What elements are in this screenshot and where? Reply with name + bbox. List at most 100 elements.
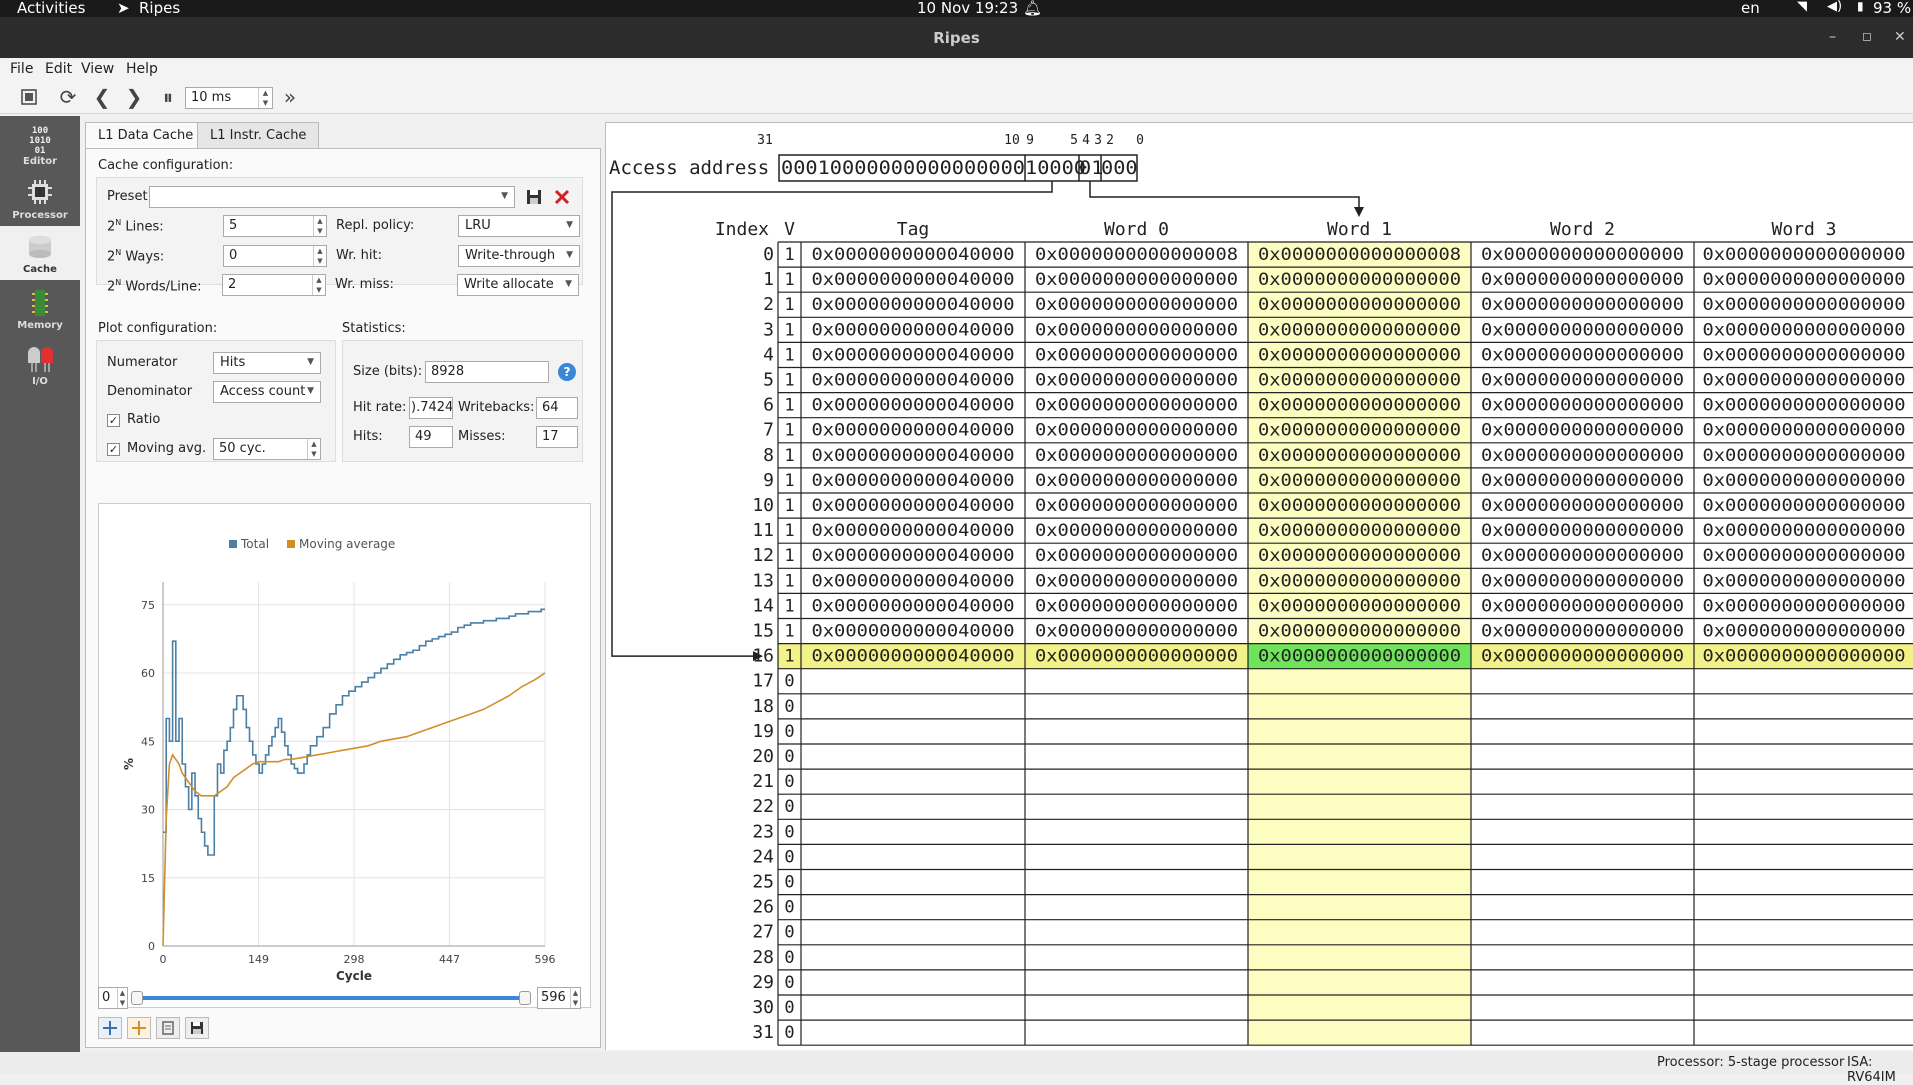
row-tag-value: 0x0000000000040000 — [812, 622, 1015, 642]
range-max-spinbox[interactable]: 596 ▲ ▼ — [537, 987, 581, 1009]
row-word-1-value: 0x0000000000000000 — [1258, 446, 1461, 466]
step-forward-icon[interactable]: ❯ — [125, 85, 143, 109]
words-pow-base: 2 — [107, 279, 116, 295]
tab-l1-instr-cache[interactable]: L1 Instr. Cache — [197, 122, 320, 148]
wr-miss-combo[interactable]: Write allocate ▼ — [457, 274, 579, 296]
menu-view[interactable]: View — [81, 61, 115, 77]
wifi-icon[interactable]: ◥ — [1797, 0, 1807, 14]
speed-spinbox[interactable]: 10 ms ▲ ▼ — [185, 87, 273, 109]
repl-policy-combo[interactable]: LRU ▼ — [458, 215, 580, 237]
row-word-3-value: 0x0000000000000000 — [1703, 647, 1906, 667]
moving-avg-checkbox[interactable]: ✓ — [107, 443, 120, 456]
system-top-bar: Activities ➤ Ripes 10 Nov 19:23 🔔︎ en ◥ … — [0, 0, 1913, 17]
numerator-combo[interactable]: Hits ▼ — [213, 352, 321, 374]
row-valid-bit: 1 — [784, 647, 794, 667]
row-word-1-value: 0x0000000000000008 — [1258, 245, 1461, 265]
row-valid-bit: 1 — [784, 371, 794, 391]
tab-l1-data-cache[interactable]: L1 Data Cache — [85, 122, 207, 148]
step-back-icon[interactable]: ❮ — [93, 85, 111, 109]
row-word-1-value: 0x0000000000000000 — [1258, 546, 1461, 566]
misses-field[interactable]: 17 — [536, 426, 578, 448]
size-field[interactable]: 8928 — [425, 361, 549, 383]
range-min-spinbox[interactable]: 0 ▲ ▼ — [98, 987, 128, 1009]
words-value: 2 — [228, 277, 237, 292]
row-index: 15 — [752, 621, 774, 642]
sidebar-item-io[interactable]: I/O — [0, 338, 80, 392]
row-valid-bit: 0 — [784, 1023, 794, 1043]
hits-field[interactable]: 49 — [409, 426, 453, 448]
writebacks-field[interactable]: 64 — [536, 397, 578, 419]
row-word-1-value: 0x0000000000000000 — [1258, 396, 1461, 416]
battery-icon[interactable]: ▮ — [1857, 0, 1864, 13]
denominator-combo[interactable]: Access count ▼ — [213, 381, 321, 403]
row-tag-value: 0x0000000000040000 — [812, 521, 1015, 541]
minimize-button[interactable]: – — [1829, 29, 1836, 45]
app-menu-label[interactable]: Ripes — [139, 0, 181, 17]
maximize-button[interactable]: ◻ — [1862, 29, 1872, 43]
moving-avg-spinbox[interactable]: 50 cyc. ▲ ▼ — [213, 438, 321, 460]
sidebar-item-memory[interactable]: Memory — [0, 282, 80, 336]
crosshair-blue-icon[interactable] — [98, 1017, 122, 1039]
menu-file[interactable]: File — [10, 61, 34, 77]
clock[interactable]: 10 Nov 19:23 — [917, 0, 1019, 17]
close-window-button[interactable]: ✕ — [1894, 29, 1906, 45]
activities-button[interactable]: Activities — [17, 0, 86, 17]
row-word-3-value: 0x0000000000000000 — [1703, 571, 1906, 591]
save-plot-icon[interactable] — [185, 1017, 209, 1039]
bell-icon[interactable]: 🔔︎ — [1023, 0, 1043, 17]
index-arrow-line — [611, 181, 1053, 657]
sidebar-label-cache: Cache — [23, 264, 57, 275]
status-bar: Processor: 5-stage processor ISA: RV64IM — [0, 1052, 1913, 1085]
hit-rate-field[interactable]: ).7424 — [409, 397, 453, 419]
pause-icon[interactable]: ⏸︎ — [163, 85, 173, 109]
language-indicator[interactable]: en — [1741, 0, 1760, 17]
menu-edit[interactable]: Edit — [45, 61, 73, 77]
delete-preset-icon[interactable] — [550, 186, 574, 208]
numerator-label: Numerator — [107, 355, 178, 370]
bit-position-label: 10 — [1004, 133, 1020, 148]
app-menu-icon[interactable]: ➤ — [117, 0, 130, 17]
lines-spinbox[interactable]: 5 ▲ ▼ — [223, 215, 327, 237]
range-slider-left-handle[interactable] — [131, 991, 143, 1005]
lines-label: 2N Lines: — [107, 218, 164, 234]
cache-config-group: Preset: ▼ 2N Lines: 5 ▲ ▼ 2N Ways: 0 ▲ ▼ 2N … — [96, 177, 583, 294]
range-max-arrows[interactable]: ▲ ▼ — [570, 988, 580, 1008]
cache-line-row: 1 1 0x0000000000040000 0x0000000000000000 0x… — [763, 269, 1905, 290]
range-slider-track[interactable] — [136, 996, 526, 1000]
row-word-3-value: 0x0000000000000000 — [1703, 521, 1906, 541]
help-icon[interactable]: ? — [555, 361, 579, 383]
row-word-2-value: 0x0000000000000000 — [1481, 521, 1684, 541]
hit-rate-value: ).7424 — [411, 400, 453, 415]
copy-data-icon[interactable] — [156, 1017, 180, 1039]
crosshair-orange-icon[interactable] — [127, 1017, 151, 1039]
row-index: 5 — [763, 370, 774, 391]
row-word-3-value: 0x0000000000000000 — [1703, 396, 1906, 416]
moving-avg-spin-arrows[interactable]: ▲ ▼ — [307, 439, 320, 459]
speed-spin-arrows[interactable]: ▲ ▼ — [258, 88, 272, 108]
ways-spin-arrows[interactable]: ▲ ▼ — [313, 246, 326, 266]
sidebar-item-cache[interactable]: Cache — [0, 226, 80, 280]
ratio-checkbox[interactable]: ✓ — [107, 414, 120, 427]
wr-hit-combo[interactable]: Write-through ▼ — [458, 245, 580, 267]
lines-spin-arrows[interactable]: ▲ ▼ — [313, 216, 326, 236]
index-arrow-head — [753, 651, 763, 662]
save-preset-icon[interactable] — [522, 186, 546, 208]
preset-combo[interactable]: ▼ — [149, 186, 515, 208]
select-processor-icon[interactable] — [16, 85, 42, 109]
row-word-1-value: 0x0000000000000000 — [1258, 345, 1461, 365]
words-spinbox[interactable]: 2 ▲ ▼ — [222, 274, 326, 296]
ways-spinbox[interactable]: 0 ▲ ▼ — [223, 245, 327, 267]
run-fast-icon[interactable]: » — [283, 85, 297, 109]
menu-help[interactable]: Help — [126, 61, 158, 77]
range-slider-right-handle[interactable] — [519, 991, 531, 1005]
words-spin-arrows[interactable]: ▲ ▼ — [312, 275, 325, 295]
sidebar-item-processor[interactable]: Processor — [0, 172, 80, 226]
tab-body: Cache configuration: Preset: ▼ 2N Lines:… — [85, 148, 601, 1048]
row-word-0-value: 0x0000000000000008 — [1035, 245, 1238, 265]
sidebar-item-editor[interactable]: 100 1010 01 Editor — [0, 118, 80, 172]
reset-icon[interactable]: ⟳ — [59, 85, 77, 109]
row-word-2-value: 0x0000000000000000 — [1481, 446, 1684, 466]
volume-icon[interactable]: ◀) — [1827, 0, 1843, 14]
range-min-arrows[interactable]: ▲ ▼ — [117, 988, 127, 1008]
processor-icon — [28, 180, 52, 204]
